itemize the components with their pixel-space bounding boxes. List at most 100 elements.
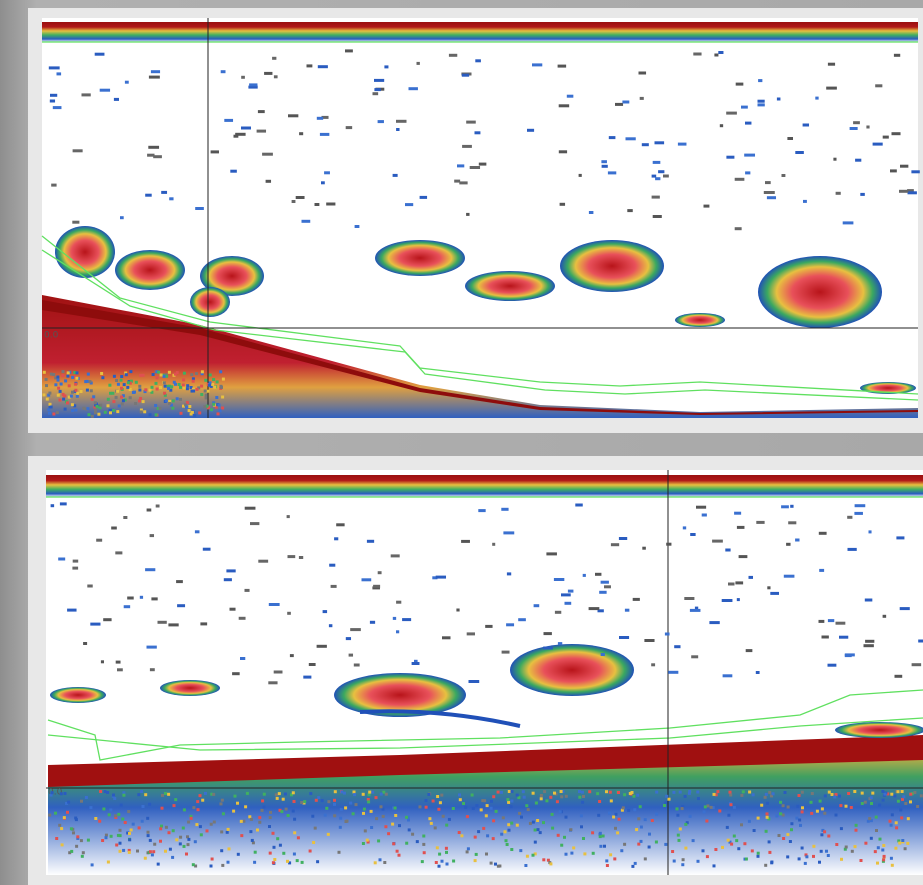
speckle bbox=[102, 808, 105, 811]
speckle bbox=[823, 830, 826, 833]
speckle bbox=[535, 802, 538, 805]
speckle bbox=[803, 200, 807, 203]
speckle bbox=[221, 396, 224, 399]
speckle bbox=[642, 547, 646, 550]
speckle bbox=[58, 824, 61, 827]
speckle bbox=[71, 403, 74, 406]
speckle bbox=[258, 560, 268, 563]
speckle bbox=[881, 849, 884, 852]
speckle bbox=[187, 821, 190, 824]
speckle bbox=[627, 809, 630, 812]
speckle bbox=[50, 373, 53, 376]
speckle bbox=[693, 53, 701, 56]
speckle bbox=[772, 792, 775, 795]
speckle bbox=[881, 790, 884, 793]
speckle bbox=[572, 846, 575, 849]
speckle bbox=[706, 804, 709, 807]
speckle bbox=[156, 505, 160, 508]
speckle bbox=[266, 180, 271, 183]
speckle bbox=[95, 53, 105, 56]
speckle bbox=[96, 539, 102, 542]
speckle bbox=[634, 862, 637, 865]
speckle bbox=[200, 833, 203, 836]
speckle bbox=[128, 851, 131, 854]
speckle bbox=[112, 409, 115, 412]
speckle bbox=[810, 801, 813, 804]
speckle bbox=[89, 806, 92, 809]
speckle bbox=[909, 800, 912, 803]
speckle bbox=[107, 861, 110, 864]
speckle bbox=[300, 801, 303, 804]
speckle bbox=[506, 798, 509, 801]
speckle bbox=[170, 385, 173, 388]
speckle bbox=[684, 597, 694, 600]
speckle bbox=[632, 795, 635, 798]
speckle bbox=[490, 807, 493, 810]
speckle bbox=[748, 820, 751, 823]
speckle bbox=[74, 409, 77, 412]
speckle bbox=[798, 857, 801, 860]
speckle bbox=[104, 790, 107, 793]
speckle bbox=[477, 830, 480, 833]
speckle bbox=[261, 799, 264, 802]
speckle bbox=[110, 835, 113, 838]
speckle bbox=[120, 396, 123, 399]
speckle bbox=[423, 851, 426, 854]
speckle bbox=[164, 792, 167, 795]
speckle bbox=[205, 394, 208, 397]
speckle bbox=[540, 797, 543, 800]
speckle bbox=[408, 828, 411, 831]
speckle bbox=[639, 72, 647, 75]
speckle bbox=[327, 833, 330, 836]
speckle bbox=[293, 853, 296, 856]
speckle bbox=[787, 137, 793, 140]
speckle bbox=[702, 849, 705, 852]
speckle bbox=[652, 196, 660, 199]
speckle bbox=[492, 837, 495, 840]
speckle bbox=[145, 194, 151, 197]
speckle bbox=[210, 865, 213, 868]
speckle bbox=[195, 823, 198, 826]
speckle bbox=[855, 159, 861, 162]
speckle bbox=[495, 810, 498, 813]
speckle bbox=[578, 790, 581, 793]
speckle bbox=[149, 850, 152, 853]
speckle bbox=[152, 850, 155, 853]
speckle bbox=[99, 406, 102, 409]
speckle bbox=[292, 810, 295, 813]
speckle bbox=[690, 609, 701, 612]
speckle bbox=[847, 792, 850, 795]
speckle bbox=[729, 794, 732, 797]
speckle bbox=[116, 661, 121, 664]
speckle bbox=[46, 398, 49, 401]
speckle bbox=[344, 806, 347, 809]
speckle bbox=[744, 154, 755, 157]
speckle bbox=[72, 567, 78, 570]
speckle bbox=[895, 675, 903, 678]
speckle bbox=[208, 384, 211, 387]
speckle bbox=[287, 814, 290, 817]
speckle bbox=[790, 505, 793, 508]
speckle bbox=[648, 833, 651, 836]
speckle bbox=[168, 623, 178, 626]
speckle bbox=[334, 790, 337, 793]
speckle bbox=[212, 378, 215, 381]
speckle bbox=[303, 800, 306, 803]
speckle bbox=[73, 149, 83, 152]
speckle bbox=[384, 825, 387, 828]
speckle bbox=[559, 810, 562, 813]
speckle bbox=[89, 380, 92, 383]
speckle bbox=[440, 794, 443, 797]
speckle bbox=[318, 65, 328, 68]
speckle bbox=[109, 411, 112, 414]
speckle bbox=[213, 821, 216, 824]
speckle bbox=[355, 803, 358, 806]
speckle bbox=[292, 200, 296, 203]
speckle bbox=[556, 800, 559, 803]
speckle bbox=[122, 849, 125, 852]
speckle bbox=[70, 850, 73, 853]
speckle bbox=[864, 842, 867, 845]
speckle bbox=[258, 821, 261, 824]
speckle bbox=[589, 607, 600, 610]
speckle bbox=[726, 112, 737, 115]
